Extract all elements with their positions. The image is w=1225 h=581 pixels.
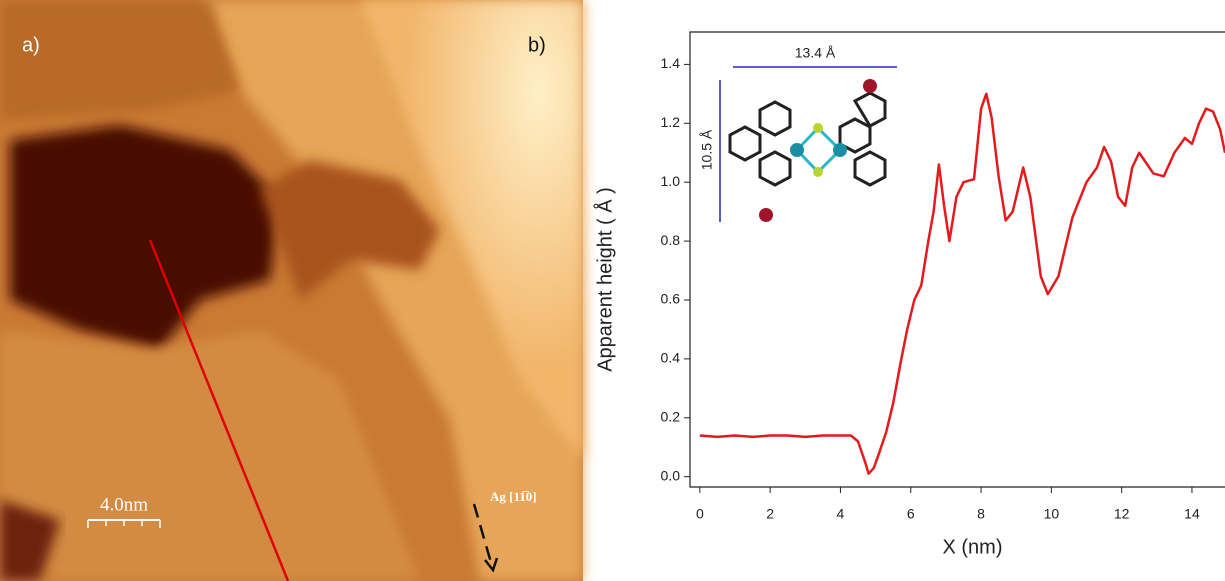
y-tick-label: 0.2 — [661, 408, 681, 424]
y-tick-label: 0.0 — [661, 467, 681, 483]
y-tick-label: 1.4 — [661, 55, 681, 71]
panel-label: a) — [22, 34, 40, 56]
panel-label: b) — [528, 34, 546, 56]
x-tick-label: 8 — [977, 506, 985, 522]
figure: 4.0nm a) Ag [11̅0] b) 13.4 Å 10.5 Å 0.0 0… — [0, 0, 1225, 581]
direction-label: Ag [11̅0] — [490, 489, 537, 504]
x-tick-label: 0 — [696, 506, 704, 522]
y-tick-label: 1.0 — [661, 173, 681, 189]
x-tick-label: 2 — [766, 506, 774, 522]
x-tick-label: 4 — [837, 506, 845, 522]
x-tick-label: 6 — [907, 506, 915, 522]
molecule: 13.4 Å 10.5 Å — [699, 45, 897, 222]
x-tick-label: 12 — [1114, 506, 1130, 522]
page: 4.0nm a) Ag [11̅0] b) 13.4 Å 10.5 Å 0.0 0… — [0, 0, 1225, 581]
y-tick-label: 0.6 — [661, 291, 681, 307]
plot-frame — [690, 32, 1225, 487]
x-tick-label: 14 — [1184, 506, 1200, 522]
profile-curve — [700, 94, 1225, 474]
stm-image: 4.0nm a) Ag [11̅0] — [0, 0, 583, 581]
y-tick-label: 1.2 — [661, 114, 681, 130]
annotation: 13.4 Å — [795, 45, 836, 61]
annotation: 10.5 Å — [699, 129, 715, 170]
x-axis-label: X (nm) — [943, 536, 1003, 558]
y-tick-label: 0.4 — [661, 350, 681, 366]
x-tick-label: 10 — [1044, 506, 1060, 522]
y-axis-label: Apparent height ( Å ) — [593, 187, 616, 372]
scale-label: 4.0nm — [100, 494, 148, 515]
y-tick-label: 0.8 — [661, 232, 681, 248]
